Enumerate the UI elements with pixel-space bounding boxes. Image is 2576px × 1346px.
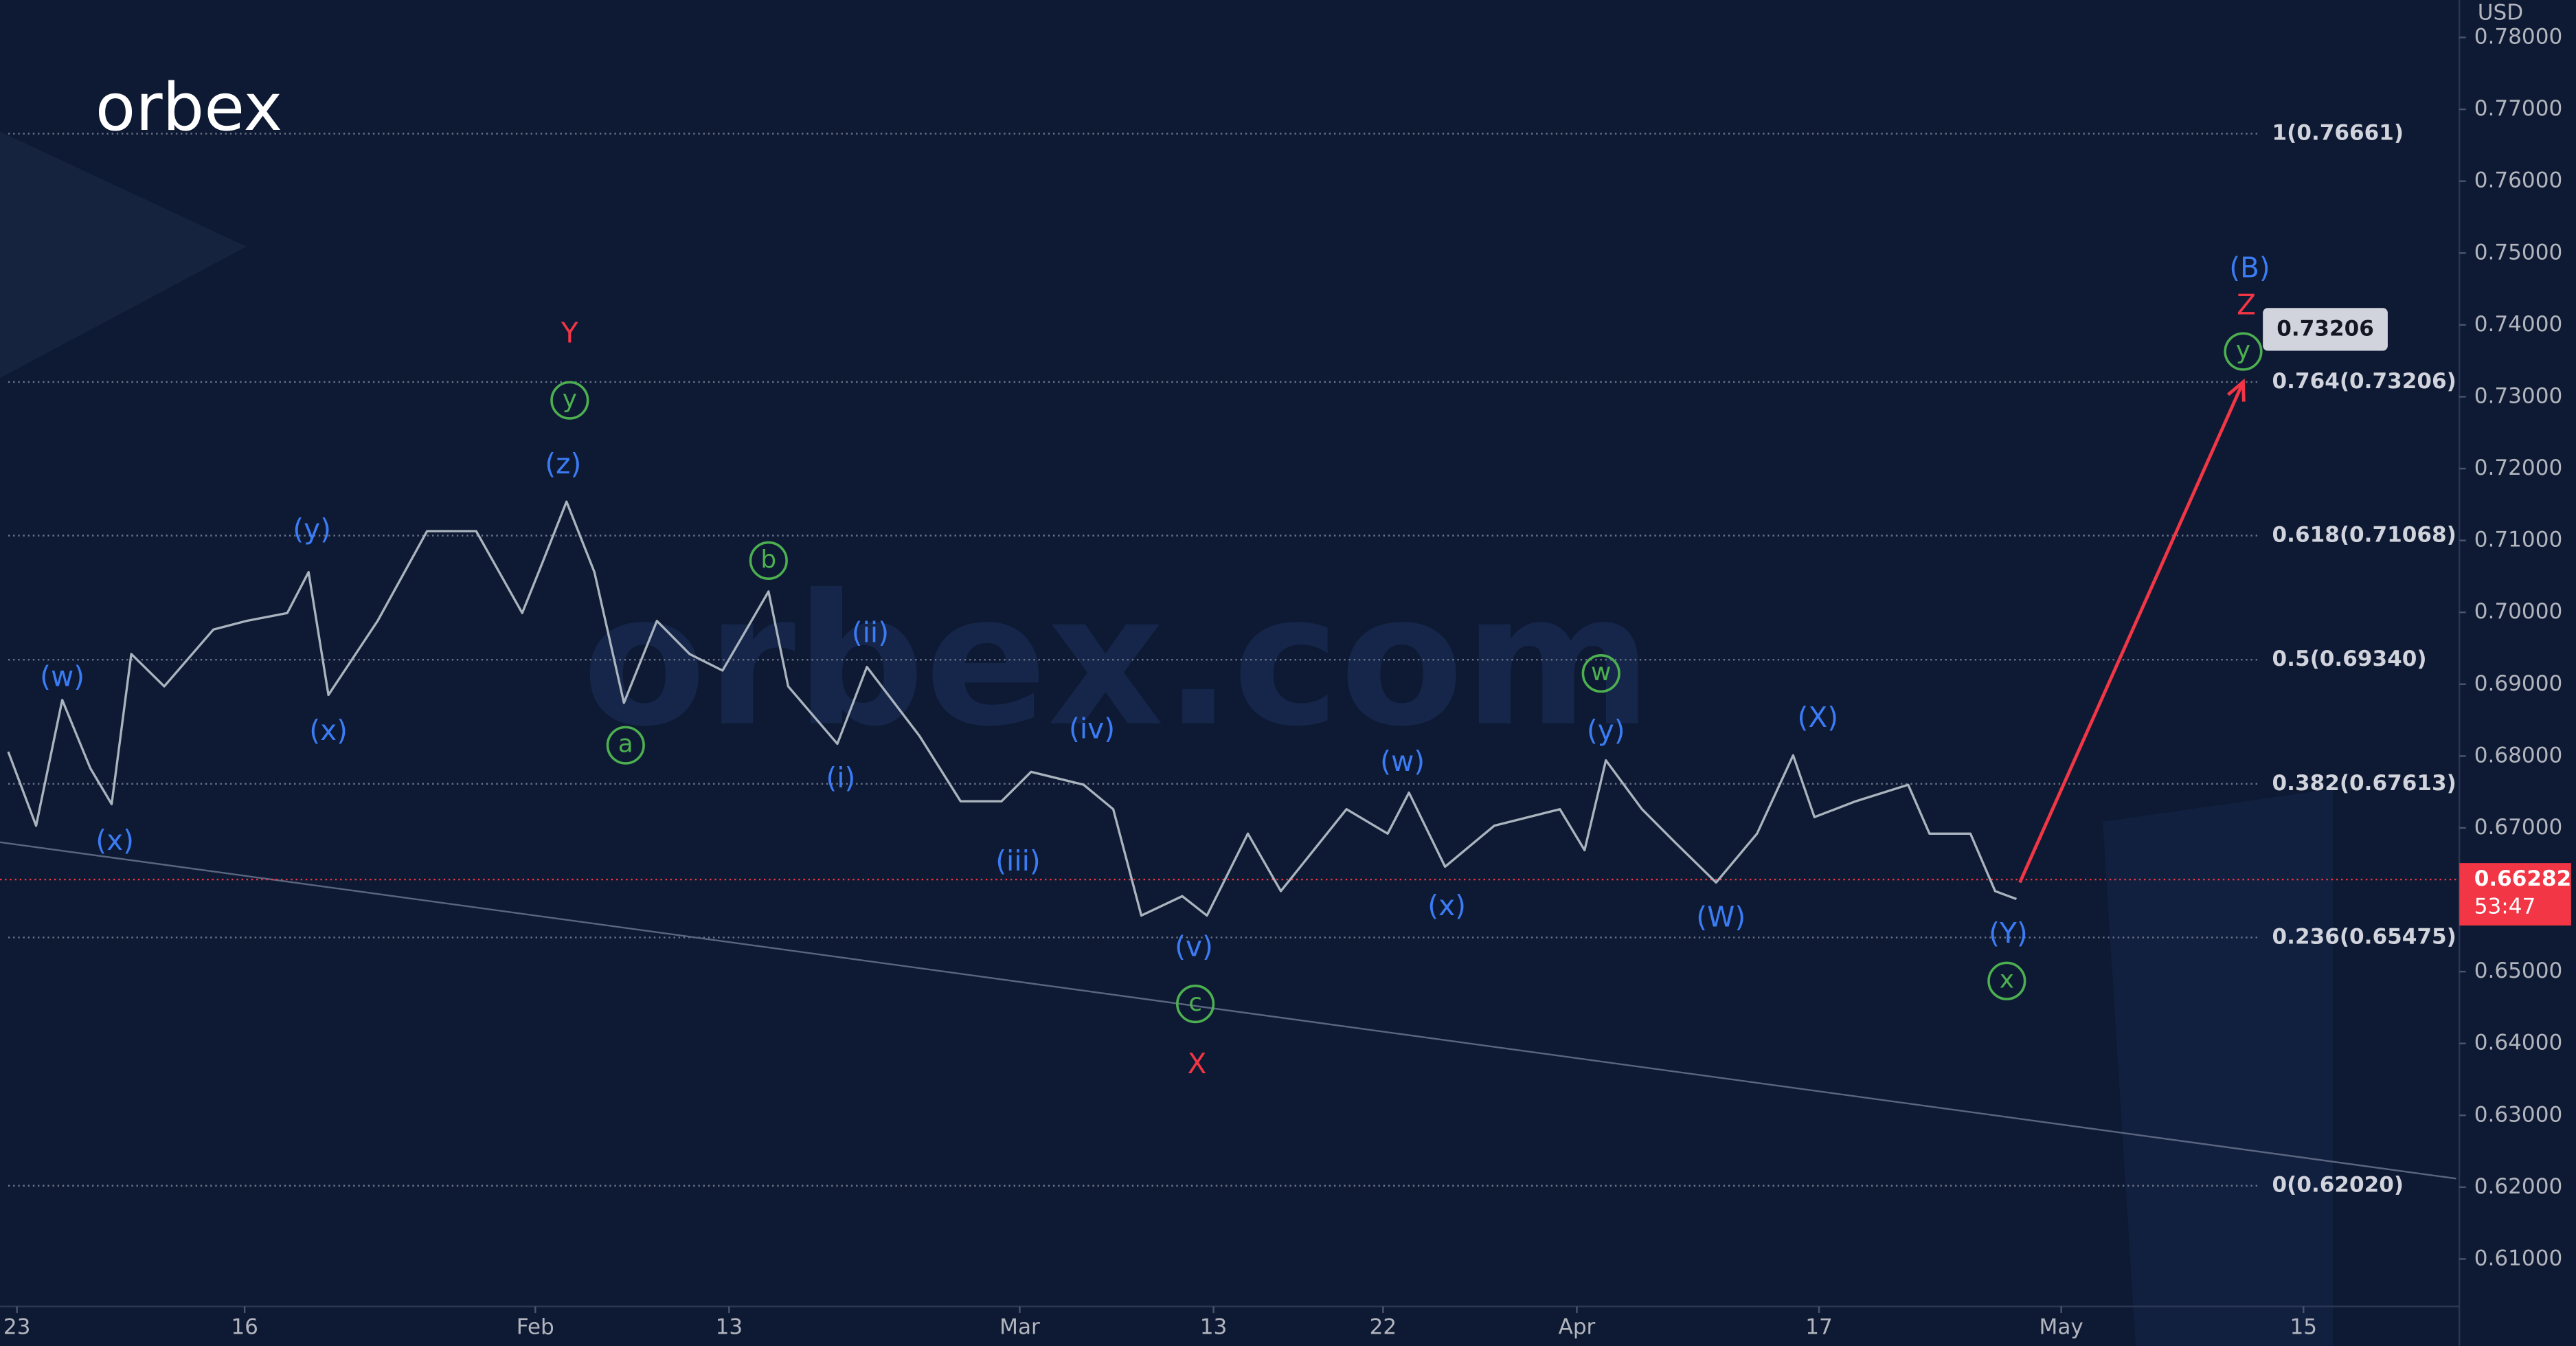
wave-label: X — [1188, 1047, 1207, 1080]
y-tick-label: 0.71000 — [2474, 528, 2563, 552]
wave-label: y — [2236, 337, 2250, 365]
wave-label: (W) — [1696, 901, 1745, 934]
x-tick-label: 13 — [1200, 1315, 1228, 1340]
wave-circle — [749, 541, 788, 580]
wave-label: (v) — [1175, 930, 1213, 963]
wave-label: (w) — [1380, 745, 1425, 778]
x-tick-label: Apr — [1559, 1315, 1596, 1340]
wave-label: (i) — [826, 761, 855, 794]
fib-label: 0.382(0.67613) — [2272, 771, 2456, 796]
watermark: orbex.com — [582, 557, 1652, 767]
y-tick-label: 0.77000 — [2474, 96, 2563, 121]
x-tick-label: 13 — [716, 1315, 743, 1340]
y-tick-label: 0.61000 — [2474, 1246, 2563, 1270]
x-tick-label: 17 — [1805, 1315, 1833, 1340]
wave-label: (y) — [1587, 714, 1625, 747]
x-tick-label: 15 — [2290, 1315, 2317, 1340]
fib-label: 0.236(0.65475) — [2272, 924, 2456, 949]
last-price-box — [2459, 863, 2571, 926]
y-tick-label: 0.72000 — [2474, 456, 2563, 480]
wave-label: (z) — [545, 447, 581, 480]
x-tick-label: 22 — [1370, 1315, 1397, 1340]
decoration — [2103, 789, 2334, 1346]
x-tick-label: Mar — [999, 1315, 1040, 1340]
wave-label: (x) — [309, 714, 348, 747]
y-tick-label: 0.73000 — [2474, 383, 2563, 408]
x-tick-label: 23 — [3, 1315, 31, 1340]
y-tick-label: 0.69000 — [2474, 671, 2563, 696]
y-tick-label: 0.64000 — [2474, 1031, 2563, 1055]
wave-circle — [1987, 961, 2026, 1000]
fib-label: 0.5(0.69340) — [2272, 647, 2427, 671]
wave-label: (X) — [1798, 701, 1839, 734]
wave-label: (Y) — [1989, 917, 2028, 950]
y-tick-label: 0.65000 — [2474, 958, 2563, 983]
wave-label: b — [760, 546, 776, 574]
wave-label: y — [563, 385, 577, 414]
price-line — [7, 500, 2018, 917]
y-tick-label: 0.68000 — [2474, 743, 2563, 767]
wave-circle — [1176, 985, 1215, 1024]
fib-label: 0(0.62020) — [2272, 1173, 2404, 1198]
fib-label: 0.764(0.73206) — [2272, 369, 2456, 394]
wave-label: (x) — [95, 824, 134, 857]
last-price-label: 0.66282 — [2474, 866, 2572, 891]
wave-label: c — [1188, 989, 1202, 1017]
wave-label: w — [1591, 658, 1611, 686]
decoration — [0, 131, 247, 379]
currency: USD — [2478, 0, 2523, 25]
wave-circle — [1581, 653, 1620, 693]
wave-label: (iii) — [995, 844, 1041, 877]
wave-label: a — [618, 730, 633, 759]
wave-label: (iv) — [1069, 713, 1115, 745]
wave-label: (ii) — [852, 616, 889, 649]
fib-label: 1(0.76661) — [2272, 121, 2404, 146]
x-tick-label: Feb — [517, 1315, 554, 1340]
y-tick-label: 0.63000 — [2474, 1102, 2563, 1127]
trend-line — [0, 841, 2456, 1180]
wave-circle — [2224, 332, 2263, 371]
y-tick-label: 0.62000 — [2474, 1174, 2563, 1199]
wave-label: (w) — [40, 660, 84, 693]
x-tick-label: May — [2040, 1315, 2083, 1340]
y-tick-label: 0.78000 — [2474, 25, 2563, 49]
logo: orbex — [95, 69, 282, 146]
target-arrow — [2018, 381, 2245, 884]
fib-label: 0.618(0.71068) — [2272, 522, 2456, 547]
y-tick-label: 0.67000 — [2474, 815, 2563, 840]
y-tick-label: 0.74000 — [2474, 312, 2563, 337]
y-tick-label: 0.70000 — [2474, 599, 2563, 624]
wave-label: x — [2000, 966, 2014, 994]
y-tick-label: 0.75000 — [2474, 240, 2563, 265]
countdown: 53:47 — [2474, 895, 2536, 919]
y-tick-label: 0.76000 — [2474, 168, 2563, 193]
arrow-head — [2226, 378, 2246, 402]
target-label-box — [2263, 308, 2388, 351]
wave-label: Z — [2237, 289, 2256, 322]
wave-label: (y) — [293, 513, 331, 546]
wave-label: Y — [561, 317, 578, 350]
x-tick-label: 16 — [231, 1315, 258, 1340]
wave-circle — [606, 726, 645, 765]
target-label: 0.73206 — [2276, 316, 2374, 341]
wave-label: (x) — [1427, 889, 1466, 922]
wave-label: (B) — [2229, 251, 2270, 284]
wave-circle — [550, 381, 589, 420]
